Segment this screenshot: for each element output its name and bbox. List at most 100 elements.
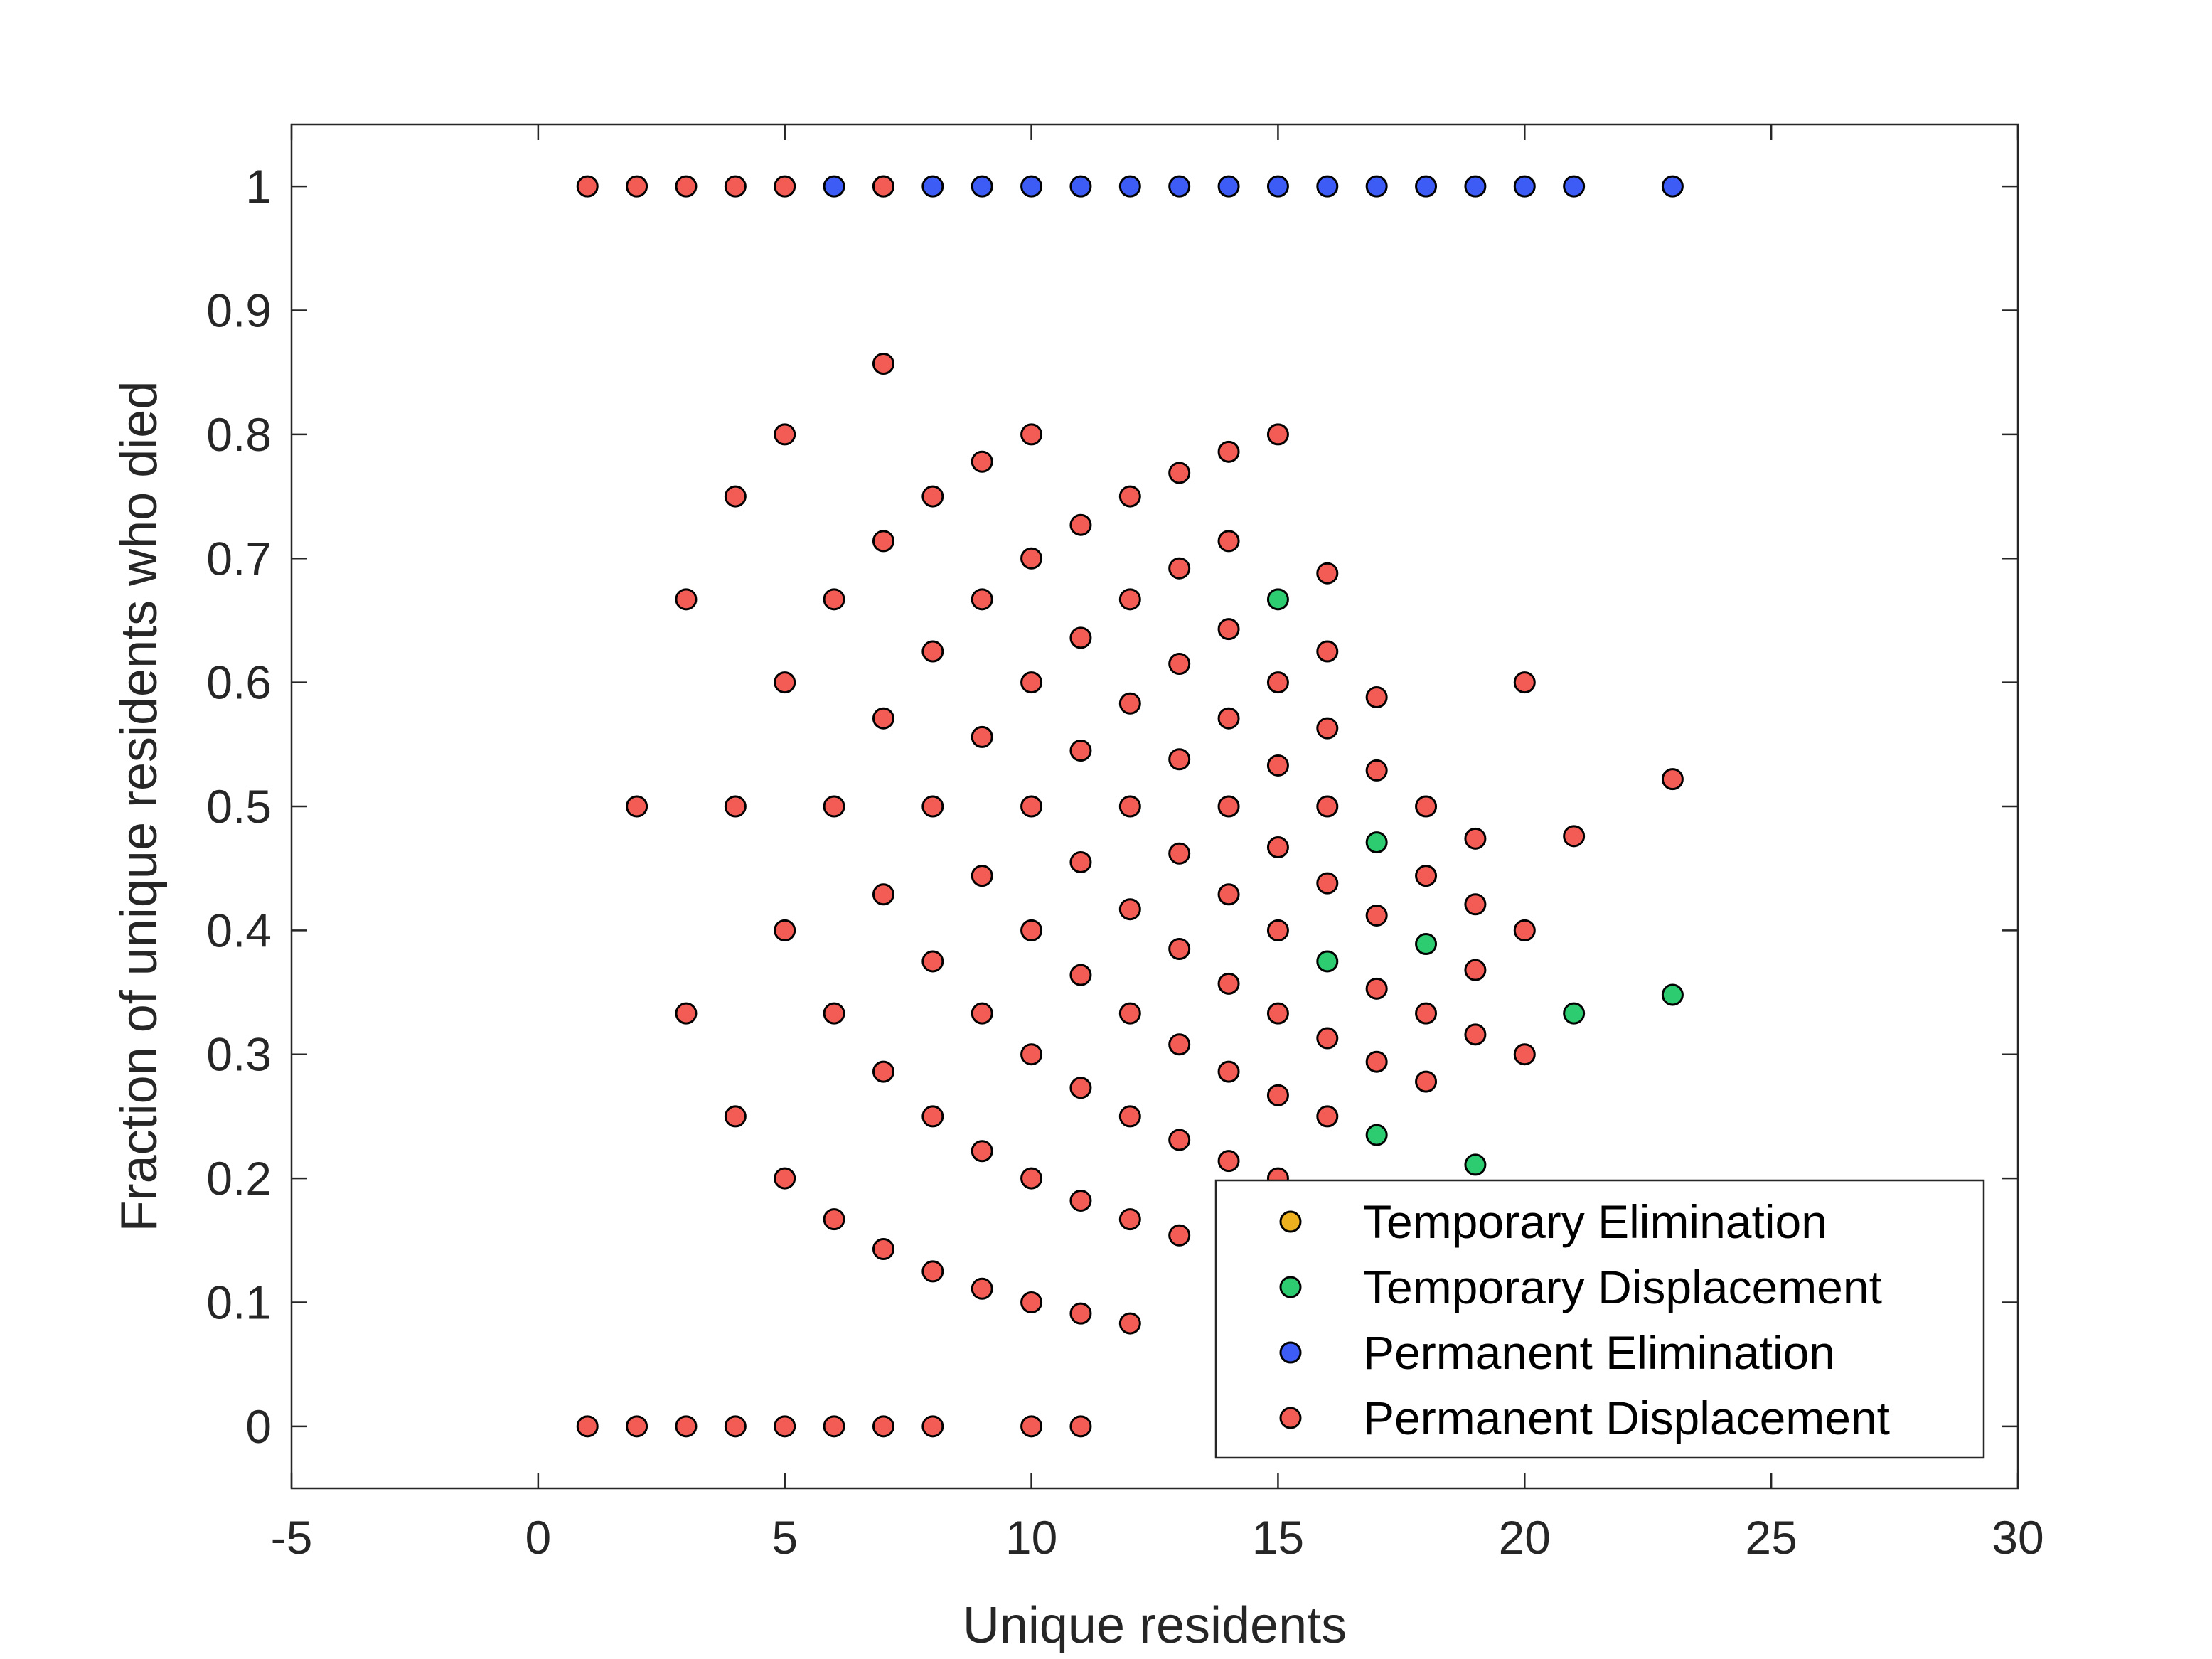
data-point [1020, 1291, 1043, 1313]
data-point [1563, 175, 1586, 198]
data-point [1069, 1415, 1092, 1438]
data-point [823, 795, 845, 818]
data-point [1168, 842, 1191, 865]
data-point [1118, 485, 1141, 508]
data-point [872, 1415, 894, 1438]
x-tick-label: 25 [1745, 1511, 1797, 1564]
data-point [1168, 1129, 1191, 1151]
x-tick-label: 30 [1992, 1511, 2043, 1564]
data-point [872, 175, 894, 198]
data-point [724, 1415, 747, 1438]
data-point [1118, 1105, 1141, 1128]
data-point [971, 725, 993, 748]
data-point [1168, 748, 1191, 771]
data-point [774, 671, 796, 694]
data-point [1316, 562, 1339, 585]
data-point [823, 1415, 845, 1438]
y-tick-label: 0.8 [206, 408, 272, 461]
legend-label: Permanent Displacement [1363, 1392, 1890, 1444]
legend-marker [1279, 1276, 1302, 1298]
data-point [1217, 175, 1240, 198]
data-point [1020, 919, 1043, 941]
data-point [1217, 1150, 1240, 1173]
data-point [1266, 919, 1289, 941]
data-point [1118, 1208, 1141, 1231]
data-point [1316, 640, 1339, 663]
legend-box [1214, 1179, 1985, 1459]
data-point [774, 1415, 796, 1438]
data-point [1266, 671, 1289, 694]
data-points [576, 175, 1684, 1438]
x-tick-label: 20 [1499, 1511, 1551, 1564]
data-point [823, 1208, 845, 1231]
data-point [971, 450, 993, 473]
data-point [1563, 1002, 1586, 1025]
data-point [872, 883, 894, 906]
data-point [1020, 547, 1043, 570]
data-point [1020, 1167, 1043, 1190]
data-point [1020, 671, 1043, 694]
data-point [1020, 423, 1043, 446]
data-point [1415, 1002, 1438, 1025]
data-point [1069, 850, 1092, 873]
data-point [921, 175, 944, 198]
data-point [626, 795, 648, 818]
data-point [1118, 692, 1141, 715]
data-point [1020, 795, 1043, 818]
data-point [971, 1002, 993, 1025]
data-point [1069, 964, 1092, 986]
data-point [1217, 618, 1240, 641]
legend-marker [1279, 1407, 1302, 1429]
data-point [1316, 1027, 1339, 1050]
data-point [1365, 175, 1388, 198]
data-point [1464, 1023, 1487, 1046]
data-point [724, 175, 747, 198]
data-point [1563, 825, 1586, 848]
data-point [1661, 768, 1684, 791]
data-point [971, 175, 993, 198]
data-point [1168, 652, 1191, 675]
data-point [971, 865, 993, 887]
y-tick-label: 0.6 [206, 656, 272, 709]
data-point [1513, 671, 1536, 694]
data-point [1020, 1043, 1043, 1066]
data-point [1069, 1189, 1092, 1212]
x-axis-label: Unique residents [963, 1597, 1347, 1654]
data-point [1069, 1302, 1092, 1325]
data-point [1217, 883, 1240, 906]
data-point [774, 175, 796, 198]
data-point [1365, 904, 1388, 927]
data-point [1365, 1050, 1388, 1073]
data-point [1168, 1033, 1191, 1056]
data-point [724, 485, 747, 508]
data-point [576, 175, 599, 198]
data-point [1168, 175, 1191, 198]
data-point [1069, 513, 1092, 536]
y-tick-label: 0.2 [206, 1152, 272, 1205]
data-point [1217, 795, 1240, 818]
data-point [1217, 707, 1240, 730]
data-point [1316, 1105, 1339, 1128]
data-point [1513, 175, 1536, 198]
data-point [1513, 1043, 1536, 1066]
data-point [1168, 1224, 1191, 1247]
data-point [774, 1167, 796, 1190]
data-point [1118, 1312, 1141, 1335]
data-point [724, 795, 747, 818]
axis-ticks: -5 0 5 10 15 20 25 30 0 0.1 0.2 0.3 0.4 0.5 0.6 0.7 0.8 0… [206, 124, 2044, 1564]
data-point [626, 175, 648, 198]
data-point [823, 175, 845, 198]
data-point [1118, 1002, 1141, 1025]
data-point [1415, 933, 1438, 956]
data-point [1464, 1153, 1487, 1176]
data-point [1069, 175, 1092, 198]
data-point [1513, 919, 1536, 941]
data-point [1266, 1002, 1289, 1025]
data-point [1266, 836, 1289, 859]
data-point [1118, 795, 1141, 818]
legend-label: Permanent Elimination [1363, 1326, 1835, 1379]
data-point [1118, 898, 1141, 921]
data-point [1415, 1070, 1438, 1093]
data-point [1069, 626, 1092, 649]
data-point [1069, 1077, 1092, 1099]
